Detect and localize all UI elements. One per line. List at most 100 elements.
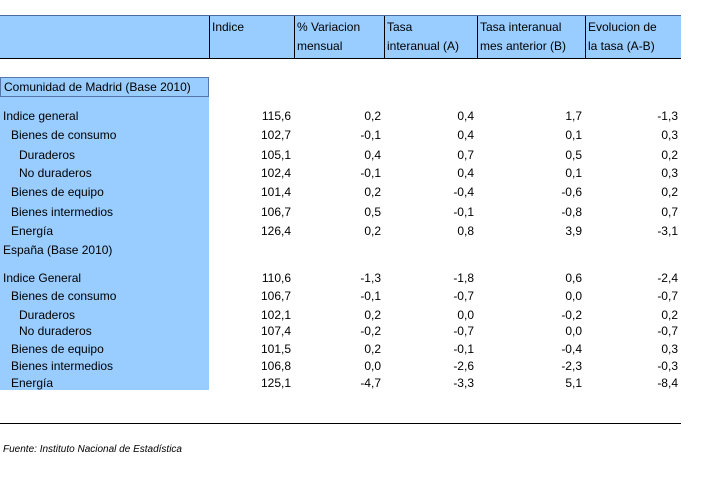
cell-value: -0,4 <box>453 185 474 199</box>
cell-value: -0,7 <box>657 324 678 338</box>
cell-value: -0,8 <box>561 205 582 219</box>
table-row: Bienes de consumo 102,7 -0,1 0,4 0,1 0,3 <box>0 126 681 144</box>
header-evolucion-line1: Evolucion de <box>588 20 657 34</box>
cell-value: 0,8 <box>457 224 474 238</box>
cell-value: -0,1 <box>360 128 381 142</box>
table-row: No duraderos 107,4 -0,2 -0,7 0,0 -0,7 <box>0 322 681 340</box>
header-evolucion-line2: la tasa (A-B) <box>588 39 655 53</box>
cell-value: 0,2 <box>364 308 381 322</box>
cell-value: 3,9 <box>565 224 582 238</box>
cell-value: -0,1 <box>453 205 474 219</box>
cell-value: -3,3 <box>453 376 474 390</box>
table-row: Bienes de equipo 101,5 0,2 -0,1 -0,4 0,3 <box>0 340 681 358</box>
row-label: Bienes de equipo <box>11 342 104 356</box>
cell-value: 1,7 <box>565 109 582 123</box>
cell-value: 0,6 <box>565 271 582 285</box>
cell-value: 0,3 <box>661 166 678 180</box>
cell-value: 0,2 <box>364 342 381 356</box>
row-label: Indice general <box>3 109 79 123</box>
cell-value: -3,1 <box>657 224 678 238</box>
header-tasa-anterior-line1: Tasa interanual <box>480 20 562 34</box>
cell-value: -2,6 <box>453 359 474 373</box>
cell-value: -1,8 <box>453 271 474 285</box>
table-row: Bienes intermedios 106,8 0,0 -2,6 -2,3 -0,3 <box>0 357 681 375</box>
cell-value: 0,1 <box>565 166 582 180</box>
cell-value: 0,2 <box>661 308 678 322</box>
cell-value: 0,0 <box>364 359 381 373</box>
cell-value: 105,1 <box>260 148 291 162</box>
cell-value: 102,4 <box>260 166 291 180</box>
cell-value: 106,7 <box>260 289 291 303</box>
header-tasa-line1: Tasa <box>387 20 413 34</box>
cell-value: 0,4 <box>457 166 474 180</box>
table-bottom-rule <box>0 423 681 424</box>
cell-value: 5,1 <box>565 376 582 390</box>
cell-value: -4,7 <box>360 376 381 390</box>
row-label: Bienes de consumo <box>11 128 117 142</box>
table-row: No duraderos 102,4 -0,1 0,4 0,1 0,3 <box>0 164 681 182</box>
cell-value: 0,2 <box>364 185 381 199</box>
header-indice-line1: Indice <box>212 20 245 34</box>
row-label: Bienes de consumo <box>11 289 117 303</box>
header-variacion-line2: mensual <box>297 39 343 53</box>
cell-value: -0,6 <box>561 185 582 199</box>
row-label: Energía <box>11 376 54 390</box>
section-title: España (Base 2010) <box>3 243 113 257</box>
table-row: Energía 126,4 0,2 0,8 3,9 -3,1 <box>0 222 681 240</box>
cell-value: 0,0 <box>565 289 582 303</box>
cell-value: -0,1 <box>453 342 474 356</box>
table-row: Duraderos 105,1 0,4 0,7 0,5 0,2 <box>0 146 681 164</box>
cell-value: -1,3 <box>657 109 678 123</box>
cell-value: -0,1 <box>360 289 381 303</box>
table-header: Indice % Variacion mensual Tasa interanu… <box>0 15 681 59</box>
row-label: Energía <box>11 224 54 238</box>
cell-value: 0,4 <box>457 128 474 142</box>
row-label: Duraderos <box>19 308 76 322</box>
cell-value: 0,2 <box>364 224 381 238</box>
cell-value: 101,4 <box>260 185 291 199</box>
cell-value: -0,7 <box>657 289 678 303</box>
row-label: Duraderos <box>19 148 76 162</box>
header-cell-tasa-interanual: Tasa interanual (A) <box>384 16 477 58</box>
cell-value: 0,0 <box>565 324 582 338</box>
cell-value: -0,7 <box>453 289 474 303</box>
row-label: Bienes intermedios <box>11 205 114 219</box>
label-column-background <box>0 77 209 390</box>
cell-value: 115,6 <box>261 109 291 123</box>
section-title: Comunidad de Madrid (Base 2010) <box>0 77 209 97</box>
cell-value: 106,7 <box>260 205 291 219</box>
table-row: Duraderos 102,1 0,2 0,0 -0,2 0,2 <box>0 306 681 324</box>
row-label: No duraderos <box>19 324 92 338</box>
cell-value: 102,1 <box>260 308 291 322</box>
header-cell-evolucion: Evolucion de la tasa (A-B) <box>585 16 681 58</box>
table-row: Bienes intermedios 106,7 0,5 -0,1 -0,8 0,7 <box>0 203 681 221</box>
header-tasa-line2: interanual (A) <box>387 39 460 53</box>
header-tasa-anterior-line2: mes anterior (B) <box>480 39 567 53</box>
cell-value: 0,7 <box>457 148 474 162</box>
cell-value: 102,7 <box>260 128 291 142</box>
table-row: Indice general 115,6 0,2 0,4 1,7 -1,3 <box>0 107 681 125</box>
cell-value: 107,4 <box>260 324 291 338</box>
cell-value: 0,1 <box>565 128 582 142</box>
row-label: Bienes de equipo <box>11 185 104 199</box>
cell-value: -1,3 <box>360 271 381 285</box>
cell-value: 0,2 <box>661 148 678 162</box>
header-cell-tasa-mes-anterior: Tasa interanual mes anterior (B) <box>477 16 585 58</box>
cell-value: -0,2 <box>561 308 582 322</box>
cell-value: 125,1 <box>260 376 291 390</box>
table-row: Energía 125,1 -4,7 -3,3 5,1 -8,4 <box>0 374 681 392</box>
row-label: No duraderos <box>19 166 92 180</box>
cell-value: -0,1 <box>360 166 381 180</box>
table-row: Indice General 110,6 -1,3 -1,8 0,6 -2,4 <box>0 269 681 287</box>
row-label: Indice General <box>3 271 82 285</box>
cell-value: 0,7 <box>661 205 678 219</box>
cell-value: 0,5 <box>364 205 381 219</box>
cell-value: -0,3 <box>657 359 678 373</box>
cell-value: 0,4 <box>457 109 474 123</box>
cell-value: 0,4 <box>364 148 381 162</box>
cell-value: 0,2 <box>661 185 678 199</box>
cell-value: 0,5 <box>565 148 582 162</box>
cell-value: 106,8 <box>260 359 291 373</box>
table-row: Bienes de consumo 106,7 -0,1 -0,7 0,0 -0,7 <box>0 287 681 305</box>
cell-value: -0,2 <box>360 324 381 338</box>
